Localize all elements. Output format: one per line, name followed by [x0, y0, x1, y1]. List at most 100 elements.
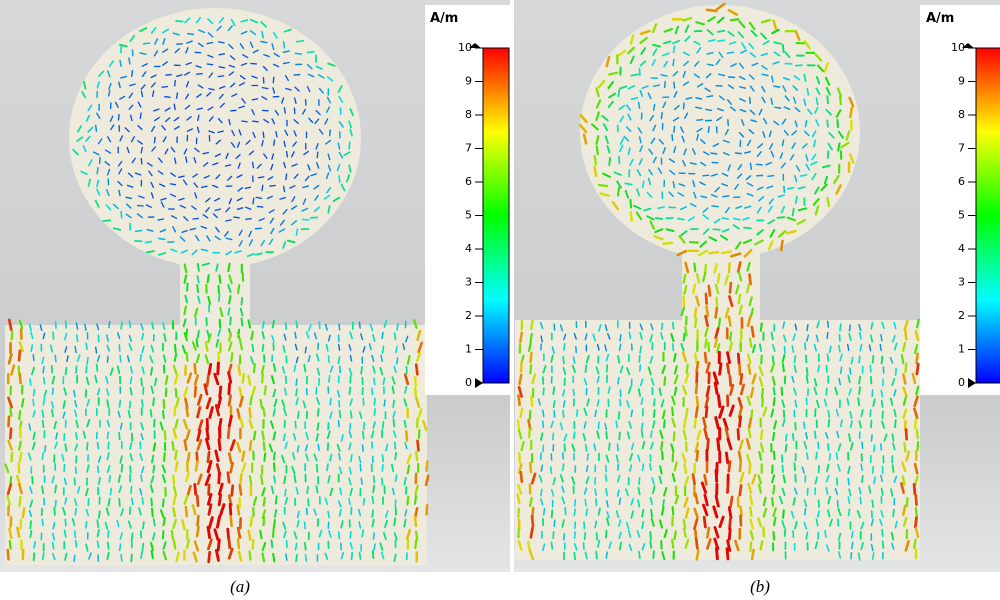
current-arrow	[705, 475, 707, 484]
current-arrow	[750, 275, 751, 284]
current-arrow	[372, 510, 373, 517]
colorbar-tick-label: 8	[958, 108, 965, 121]
colorbar-tick-label: 9	[958, 75, 965, 88]
current-arrow	[415, 496, 416, 504]
current-arrow	[394, 518, 395, 525]
current-arrow	[86, 522, 87, 528]
current-arrow	[107, 400, 108, 407]
current-arrow	[750, 98, 751, 104]
current-arrow	[675, 388, 676, 395]
current-arrow	[827, 96, 828, 103]
current-arrow	[531, 334, 532, 342]
current-arrow	[218, 76, 223, 77]
current-arrow	[577, 410, 578, 416]
current-arrow	[184, 306, 186, 314]
current-arrow	[154, 519, 155, 526]
current-arrow	[727, 52, 733, 53]
current-arrow	[738, 354, 739, 364]
current-arrow	[209, 552, 210, 562]
current-arrow	[598, 422, 599, 428]
current-arrow	[563, 453, 564, 459]
current-arrow	[554, 520, 555, 526]
current-arrow	[773, 486, 774, 494]
current-arrow	[318, 444, 319, 450]
current-arrow	[140, 355, 141, 361]
current-arrow	[893, 465, 894, 472]
current-arrow	[408, 466, 410, 474]
current-arrow	[120, 401, 121, 407]
current-arrow	[595, 167, 596, 176]
current-arrow	[749, 464, 750, 473]
current-arrow	[828, 420, 829, 427]
current-arrow	[684, 297, 685, 306]
current-arrow	[674, 127, 675, 133]
current-arrow	[406, 432, 407, 441]
current-arrow	[163, 499, 164, 506]
current-arrow	[250, 441, 251, 450]
current-arrow	[144, 43, 150, 44]
current-arrow	[574, 432, 575, 438]
current-arrow	[741, 516, 742, 526]
current-arrow	[129, 58, 130, 64]
current-arrow	[8, 550, 9, 559]
current-arrow	[639, 102, 640, 108]
current-arrow	[415, 540, 416, 548]
colorbar-tick-label: 4	[958, 242, 965, 255]
current-arrow	[684, 419, 685, 428]
current-arrow	[906, 430, 907, 440]
current-arrow	[697, 362, 698, 371]
current-arrow	[242, 121, 247, 122]
current-arrow	[772, 466, 773, 474]
current-arrow	[520, 333, 521, 342]
current-arrow	[108, 499, 109, 506]
current-arrow	[208, 527, 210, 537]
current-arrow	[382, 455, 383, 461]
current-arrow	[795, 356, 796, 363]
current-arrow	[664, 420, 665, 427]
current-arrow	[327, 464, 328, 470]
current-arrow	[778, 217, 785, 218]
current-arrow	[22, 399, 24, 407]
current-arrow	[253, 121, 258, 122]
current-arrow	[228, 264, 229, 272]
colorbar-tick-label: 7	[465, 142, 472, 155]
current-arrow	[217, 517, 219, 528]
current-arrow	[916, 495, 917, 505]
current-arrow	[673, 60, 674, 66]
current-arrow	[404, 520, 405, 527]
current-arrow	[405, 387, 406, 393]
colorbar	[976, 48, 1000, 383]
current-arrow	[270, 186, 275, 187]
current-arrow	[262, 432, 263, 440]
current-arrow	[239, 366, 240, 375]
current-arrow	[397, 358, 398, 364]
current-arrow	[305, 543, 306, 550]
current-arrow	[521, 472, 522, 482]
current-arrow	[697, 550, 699, 559]
current-arrow	[793, 434, 794, 441]
current-arrow	[362, 530, 363, 536]
current-arrow	[243, 374, 244, 383]
current-arrow	[641, 398, 642, 404]
current-arrow	[718, 40, 724, 41]
current-arrow	[606, 475, 607, 481]
current-arrow	[65, 444, 66, 451]
current-arrow	[544, 509, 545, 515]
current-arrow	[339, 532, 340, 538]
current-arrow	[859, 377, 860, 384]
current-arrow	[351, 411, 352, 418]
current-arrow	[519, 453, 520, 462]
current-arrow	[585, 533, 586, 540]
current-arrow	[708, 127, 709, 133]
current-arrow	[261, 476, 262, 484]
current-arrow	[620, 543, 621, 550]
current-arrow	[619, 412, 620, 419]
current-arrow	[20, 429, 21, 438]
current-arrow	[416, 532, 417, 540]
current-arrow	[751, 542, 752, 550]
current-arrow	[296, 543, 297, 549]
current-arrow	[839, 346, 840, 352]
current-arrow	[230, 317, 231, 324]
current-arrow	[153, 398, 154, 405]
current-arrow	[364, 499, 365, 505]
